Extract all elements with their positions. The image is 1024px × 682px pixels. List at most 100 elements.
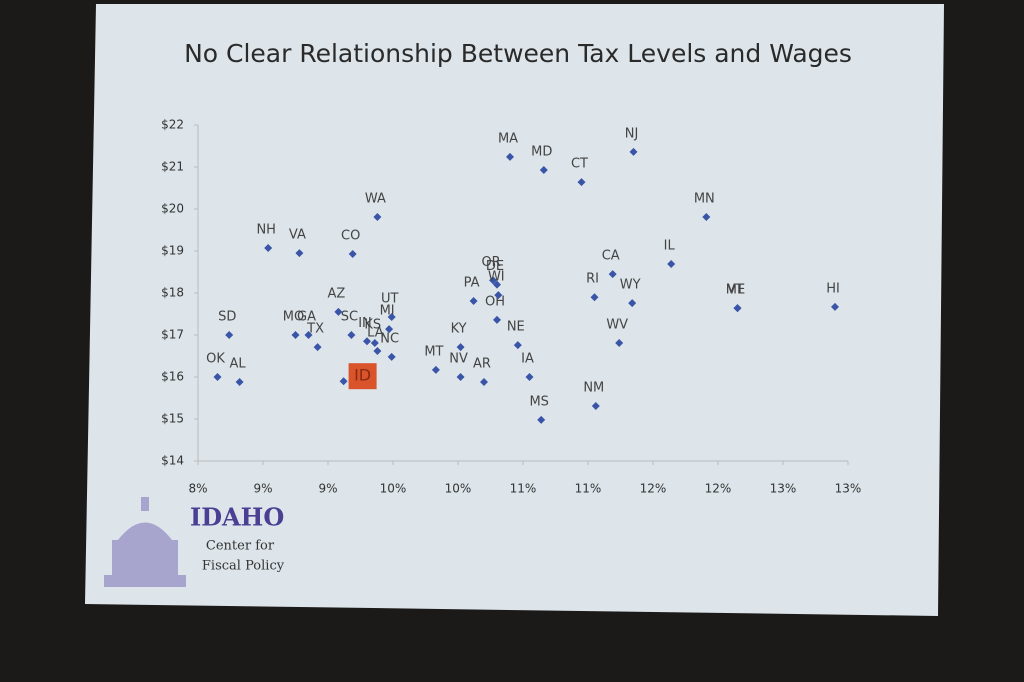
point	[373, 212, 382, 221]
point-label: CO	[341, 228, 360, 243]
point	[831, 302, 839, 311]
point-label: AZ	[327, 286, 345, 301]
highlight-box	[348, 363, 377, 390]
point-label: GA	[297, 310, 316, 325]
point-label: IN	[358, 316, 372, 331]
point	[304, 331, 313, 339]
point	[373, 346, 382, 355]
point-label: VT	[727, 283, 744, 298]
point-label: IA	[521, 352, 534, 367]
point	[456, 343, 465, 352]
point	[539, 165, 548, 174]
point	[235, 378, 244, 387]
x-tick-label: 12%	[705, 482, 732, 496]
point	[385, 325, 394, 334]
point	[615, 338, 624, 347]
x-tick-label: 9%	[253, 482, 272, 496]
point	[295, 249, 304, 258]
x-tick-label: 13%	[770, 482, 797, 496]
x-tick-label: 12%	[640, 482, 667, 496]
point	[348, 249, 357, 258]
point	[493, 315, 501, 324]
point	[431, 365, 440, 374]
point-label: ME	[726, 283, 745, 298]
point	[493, 280, 501, 289]
point	[667, 260, 676, 269]
point-label: KS	[364, 317, 381, 332]
point-label: AL	[230, 357, 247, 372]
logo-line: Fiscal Policy	[202, 559, 285, 574]
point-label: WI	[488, 270, 505, 285]
point	[537, 415, 546, 424]
x-tick-label: 9%	[318, 482, 337, 496]
point-label: NJ	[625, 126, 639, 141]
point-label: WA	[365, 191, 386, 206]
point	[291, 331, 300, 339]
point-label: WV	[606, 317, 628, 332]
point-label: CA	[602, 249, 620, 264]
y-tick-label: $20	[161, 202, 184, 216]
point-label: HI	[826, 281, 840, 296]
point-label: MT	[424, 344, 443, 359]
logo: IDAHO Center for Fiscal Policy	[104, 497, 285, 587]
point	[480, 378, 488, 387]
point-label: TX	[306, 322, 324, 337]
point	[387, 312, 396, 321]
point	[513, 341, 522, 350]
y-tick-label: $16	[161, 370, 184, 384]
point	[213, 373, 222, 381]
point	[590, 293, 599, 302]
point	[387, 352, 396, 361]
point-label: RI	[586, 272, 599, 287]
capitol-icon	[104, 497, 186, 587]
point	[347, 331, 356, 339]
point-label: NV	[449, 352, 468, 367]
point-label: DE	[486, 259, 504, 274]
x-tick-label: 13%	[835, 482, 862, 496]
point	[733, 304, 742, 313]
point-label: IL	[664, 239, 676, 254]
x-tick-label: 8%	[188, 482, 207, 496]
point	[525, 373, 534, 381]
point-label: AR	[473, 357, 491, 372]
point	[225, 331, 234, 339]
point-label: OR	[481, 255, 500, 270]
point-label: UT	[381, 291, 399, 306]
y-tick-label: $21	[161, 160, 184, 174]
point	[339, 377, 348, 386]
x-tick-label: 10%	[445, 482, 472, 496]
x-tick-label: 11%	[510, 482, 537, 496]
point-label: SC	[341, 310, 358, 325]
point-label: KY	[451, 322, 467, 337]
point-label: CT	[571, 157, 588, 172]
point-label: MN	[694, 191, 715, 206]
point	[591, 401, 600, 410]
x-tick-label: 11%	[575, 482, 602, 496]
point-label: PA	[464, 275, 480, 290]
point	[370, 338, 379, 347]
y-tick-label: $14	[161, 454, 184, 468]
point	[363, 337, 371, 346]
point-label: OK	[206, 352, 225, 367]
y-tick-label: $15	[161, 412, 184, 426]
slide	[85, 4, 944, 616]
point-label: WY	[620, 278, 641, 293]
logo-name: IDAHO	[190, 503, 284, 532]
point	[577, 178, 586, 187]
point	[489, 276, 498, 285]
y-tick-label: $22	[161, 118, 184, 132]
point-label: NC	[380, 331, 399, 346]
point	[334, 307, 343, 316]
point-label: NH	[256, 223, 276, 238]
point	[608, 270, 617, 279]
chart-title: No Clear Relationship Between Tax Levels…	[184, 39, 852, 68]
point-label: VA	[289, 228, 306, 243]
y-tick-label: $18	[161, 286, 184, 300]
point	[456, 373, 465, 381]
point	[494, 291, 503, 300]
point-label: MA	[498, 131, 518, 146]
logo-line: Center for	[206, 539, 275, 554]
point	[469, 296, 478, 305]
point	[264, 244, 273, 253]
